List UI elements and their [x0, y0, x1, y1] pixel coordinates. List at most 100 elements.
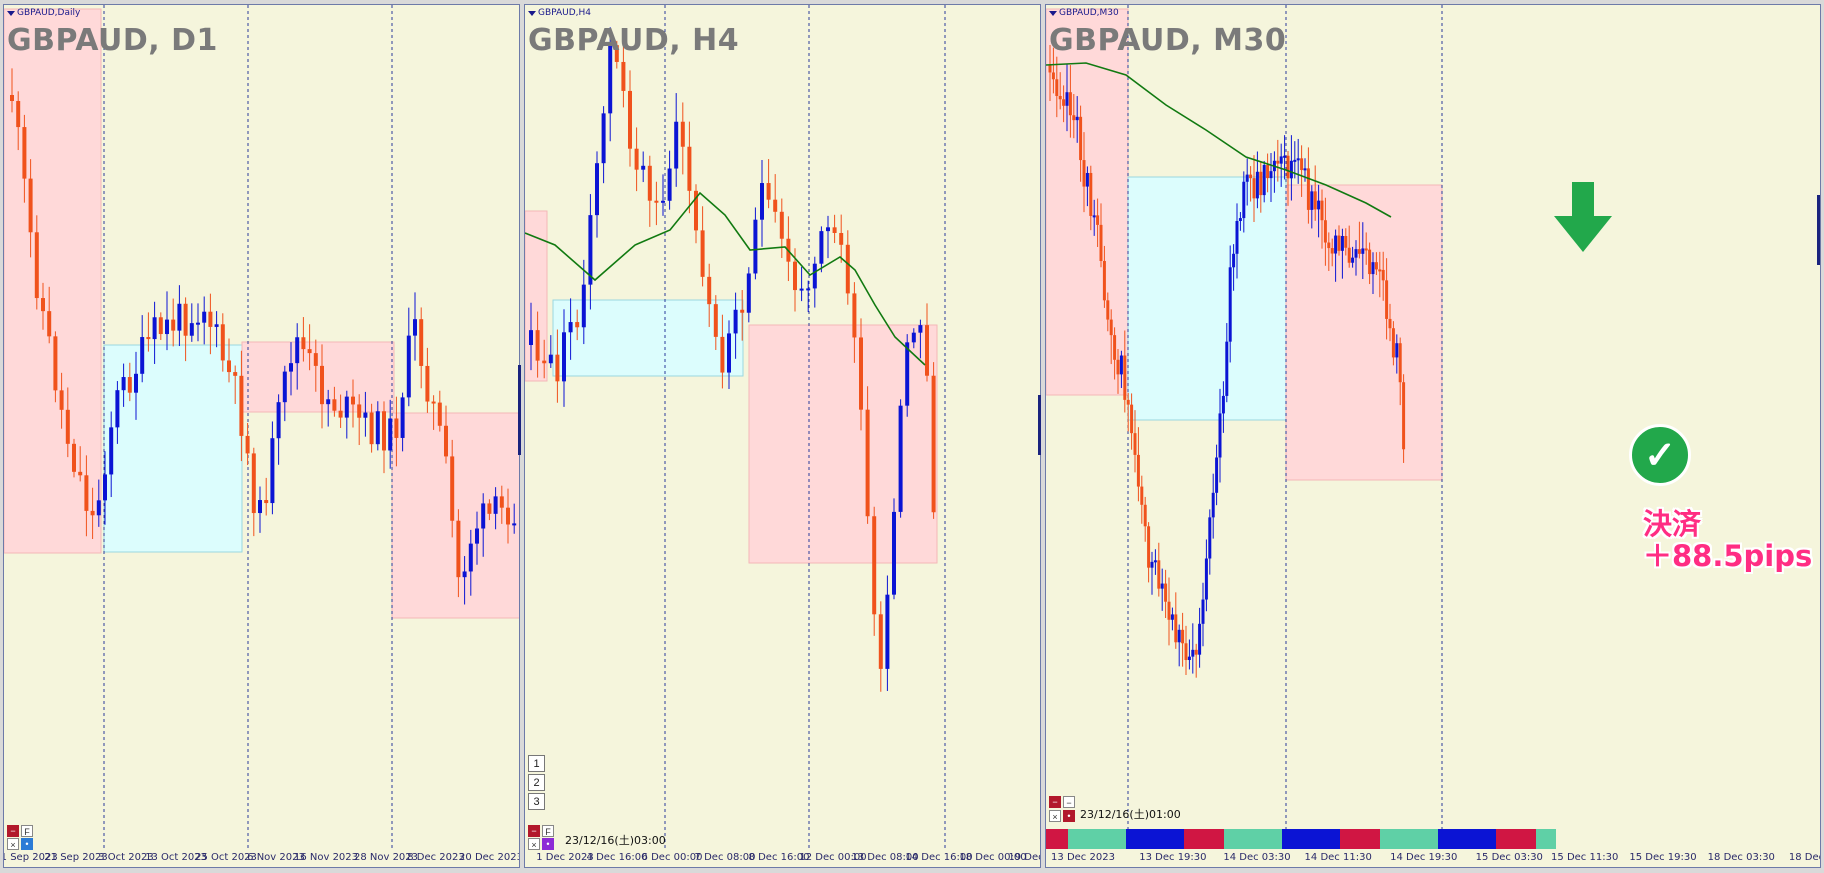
bear-candle	[1099, 224, 1103, 261]
moving-average-line	[525, 191, 926, 366]
chart-window-m30[interactable]: GBPAUD,M30 GBPAUD, M30 − − × • 23/12/16(…	[1045, 4, 1821, 868]
timestamp-label: 23/12/16(土)03:00	[565, 834, 666, 847]
strength-segment-teal	[1380, 829, 1438, 849]
bull-candle	[1225, 341, 1229, 396]
window-label-text: GBPAUD,M30	[1059, 8, 1119, 18]
dot-icon[interactable]: •	[1063, 810, 1075, 822]
layer-button-2[interactable]: 2	[528, 774, 545, 791]
chart-window-h4[interactable]: GBPAUD,H4 GBPAUD, H4 1 2 3 − F × • 23/12…	[524, 4, 1041, 868]
bear-candle	[357, 404, 362, 418]
bear-candle	[621, 61, 626, 91]
minimize-icon[interactable]: −	[528, 825, 540, 837]
scroll-indicator[interactable]	[518, 365, 521, 455]
scroll-indicator[interactable]	[1817, 195, 1820, 265]
bear-candle	[766, 183, 771, 200]
bear-candle	[320, 365, 324, 405]
bull-candle	[588, 215, 593, 285]
bull-candle	[475, 528, 479, 544]
dot-icon[interactable]: •	[21, 838, 33, 850]
window-label: GBPAUD,H4	[528, 8, 591, 18]
minimize-icon[interactable]: −	[7, 825, 19, 837]
strength-segment-teal	[1536, 829, 1556, 849]
bull-candle	[548, 354, 553, 364]
bear-candle	[931, 375, 936, 513]
bull-candle	[189, 323, 194, 336]
sell-zone	[391, 412, 519, 619]
window-label-text: GBPAUD,Daily	[17, 8, 81, 18]
layer-button-3[interactable]: 3	[528, 793, 545, 810]
time-tick-label: 4 Dec 16:00	[586, 852, 648, 863]
close-icon[interactable]: ×	[528, 838, 540, 850]
chart-controls-top: − F	[528, 825, 554, 837]
bear-candle	[1068, 92, 1072, 116]
bear-candle	[634, 148, 639, 170]
bear-candle	[1089, 172, 1093, 216]
currency-strength-bar	[1046, 829, 1820, 849]
bear-candle	[251, 453, 256, 514]
bear-candle	[542, 360, 547, 364]
scroll-indicator[interactable]	[1038, 395, 1041, 455]
price-chart-h4[interactable]	[525, 5, 1041, 868]
price-chart-daily[interactable]	[4, 5, 520, 868]
layer-button-1[interactable]: 1	[528, 755, 545, 772]
chart-window-daily[interactable]: GBPAUD,Daily GBPAUD, D1 − F × • 11 Sep 2…	[3, 4, 520, 868]
bull-candle	[753, 219, 758, 274]
bull-candle	[276, 402, 281, 439]
time-tick-label: 8 Dec 16:00	[748, 852, 810, 863]
bull-candle	[911, 332, 916, 343]
bear-candle	[680, 121, 685, 147]
bear-candle	[720, 336, 725, 373]
time-tick-label: 14 Dec 16:00	[905, 852, 973, 863]
bull-candle	[512, 523, 517, 526]
bull-candle	[746, 273, 751, 313]
bear-candle	[1062, 99, 1066, 106]
strength-segment-teal	[1068, 829, 1126, 849]
bull-candle	[760, 183, 764, 220]
bull-candle	[1395, 343, 1399, 358]
bear-candle	[575, 322, 580, 328]
close-icon[interactable]: ×	[7, 838, 19, 850]
flag-icon[interactable]: F	[542, 825, 554, 837]
bear-candle	[1276, 160, 1280, 164]
flag-icon[interactable]: F	[21, 825, 33, 837]
bull-candle	[295, 337, 300, 364]
bear-candle	[313, 353, 318, 366]
bull-candle	[1293, 159, 1297, 162]
time-tick-label: 15 Dec 19:30	[1629, 852, 1697, 863]
bear-candle	[1184, 643, 1188, 661]
bull-candle	[892, 511, 896, 595]
dot-icon[interactable]: •	[542, 838, 554, 850]
time-tick-label: 6 Dec 00:00	[641, 852, 703, 863]
bear-candle	[90, 510, 95, 516]
minimize-icon[interactable]: −	[1063, 796, 1075, 808]
buy-zone	[103, 344, 243, 553]
dropdown-triangle-icon[interactable]	[528, 10, 536, 16]
bear-candle	[1330, 248, 1334, 254]
bear-candle	[1123, 355, 1127, 400]
bear-candle	[1055, 79, 1059, 96]
close-icon[interactable]: ×	[1049, 810, 1061, 822]
bear-candle	[301, 337, 306, 350]
time-tick-label: 11 Sep 2023	[4, 852, 58, 863]
bull-candle	[905, 342, 910, 406]
dropdown-triangle-icon[interactable]	[7, 10, 15, 16]
settlement-title: 決済	[1643, 507, 1702, 541]
strength-segment-red	[1340, 829, 1380, 849]
bull-candle	[214, 324, 219, 327]
bear-candle	[239, 375, 244, 436]
bear-candle	[456, 520, 461, 578]
bull-candle	[1221, 395, 1225, 414]
dropdown-triangle-icon[interactable]	[1049, 10, 1057, 16]
bear-candle	[647, 165, 652, 201]
bear-candle	[1368, 249, 1372, 275]
bull-candle	[562, 332, 566, 382]
bear-candle	[872, 516, 877, 615]
bear-candle	[78, 471, 83, 476]
bear-candle	[425, 365, 430, 402]
bear-candle	[487, 503, 492, 514]
minimize-icon[interactable]: −	[1049, 796, 1061, 808]
price-chart-m30[interactable]	[1046, 5, 1821, 868]
check-circle-icon: ✓	[1629, 424, 1691, 486]
bear-candle	[1082, 160, 1086, 187]
